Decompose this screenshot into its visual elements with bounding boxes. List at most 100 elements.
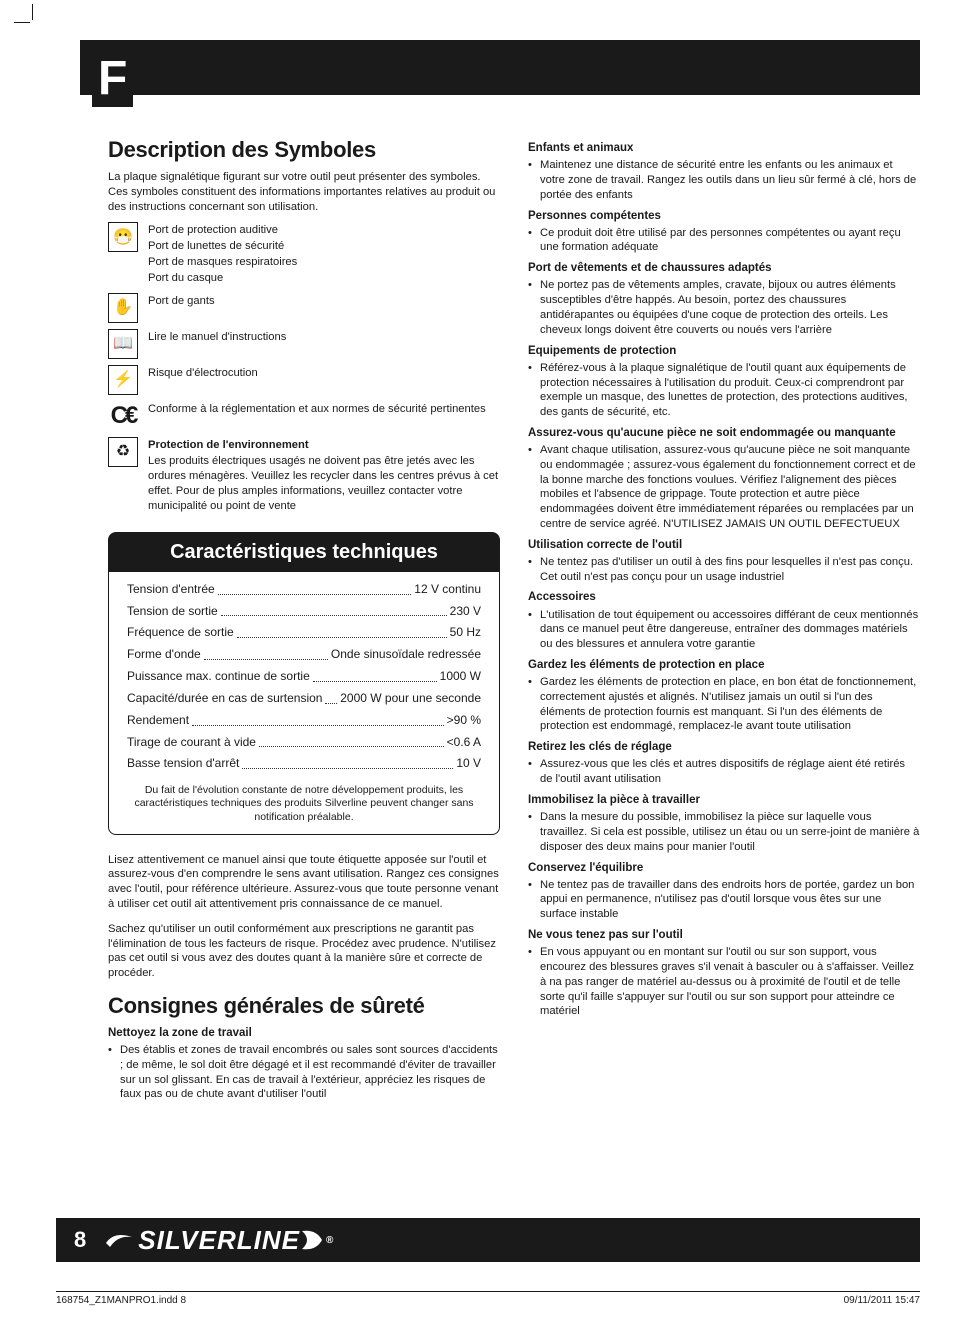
safety-subheading: Conservez l'équilibre bbox=[528, 861, 920, 876]
spec-value: 12 V continu bbox=[414, 582, 481, 598]
spec-label: Tension de sortie bbox=[127, 604, 218, 620]
safety-subheading: Immobilisez la pièce à travailler bbox=[528, 793, 920, 808]
spec-row: Tension de sortie 230 V bbox=[127, 604, 481, 620]
spec-value: >90 % bbox=[447, 713, 481, 729]
symbol-row: 😷 Port de protection auditivePort de lune… bbox=[108, 222, 500, 286]
symbol-line: Lire le manuel d'instructions bbox=[148, 330, 500, 345]
symbol-row: 📖 Lire le manuel d'instructions bbox=[108, 329, 500, 359]
spec-value: <0.6 A bbox=[447, 735, 481, 751]
safety-subheading: Gardez les éléments de protection en pla… bbox=[528, 658, 920, 673]
bullet-dot: • bbox=[528, 443, 540, 532]
spec-dots bbox=[259, 735, 444, 748]
symbol-text: Conforme à la réglementation et aux norm… bbox=[148, 401, 500, 418]
symbols-heading: Description des Symboles bbox=[108, 135, 500, 164]
spec-dots bbox=[237, 625, 447, 638]
symbol-text: Lire le manuel d'instructions bbox=[148, 329, 500, 346]
ce-icon: C€ bbox=[108, 401, 138, 431]
indd-date: 09/11/2011 15:47 bbox=[844, 1295, 920, 1306]
safety-subheading: Ne vous tenez pas sur l'outil bbox=[528, 928, 920, 943]
safety-bullet: •Ne tentez pas de travailler dans des en… bbox=[528, 878, 920, 922]
symbol-row: ✋ Port de gants bbox=[108, 293, 500, 323]
safety-bullet: •Assurez-vous que les clés et autres dis… bbox=[528, 757, 920, 787]
brand-text: SILVERLINE bbox=[138, 1225, 300, 1256]
safety-body: L'utilisation de tout équipement ou acce… bbox=[540, 608, 920, 652]
spec-row: Forme d'onde Onde sinusoïdale redressée bbox=[127, 647, 481, 663]
symbol-line: Risque d'électrocution bbox=[148, 366, 500, 381]
symbol-text: Port de gants bbox=[148, 293, 500, 310]
safety-bullet: •Gardez les éléments de protection en pl… bbox=[528, 675, 920, 734]
safety-bullet: •Ne portez pas de vêtements amples, crav… bbox=[528, 278, 920, 337]
spec-dots bbox=[221, 604, 447, 617]
symbol-text: Port de protection auditivePort de lunet… bbox=[148, 222, 500, 286]
symbol-line: Les produits électriques usagés ne doive… bbox=[148, 454, 500, 513]
safety-body: Ne portez pas de vêtements amples, crava… bbox=[540, 278, 920, 337]
spec-row: Rendement >90 % bbox=[127, 713, 481, 729]
weee-icon: ♻ bbox=[108, 437, 138, 467]
language-badge: F bbox=[92, 55, 133, 107]
bullet-dot: • bbox=[528, 158, 540, 202]
bullet-dot: • bbox=[528, 608, 540, 652]
ppe-icon: 😷 bbox=[108, 222, 138, 252]
bullet-dot: • bbox=[528, 878, 540, 922]
safety-heading: Consignes générales de sûreté bbox=[108, 991, 500, 1020]
safety-subheading: Assurez-vous qu'aucune pièce ne soit end… bbox=[528, 426, 920, 441]
top-black-bar bbox=[80, 40, 920, 95]
spec-label: Capacité/durée en cas de surtension bbox=[127, 691, 322, 707]
spec-label: Fréquence de sortie bbox=[127, 625, 234, 641]
safety-bullet: •En vous appuyant ou en montant sur l'ou… bbox=[528, 945, 920, 1019]
symbol-line: Conforme à la réglementation et aux norm… bbox=[148, 402, 500, 417]
spec-row: Tirage de courant à vide <0.6 A bbox=[127, 735, 481, 751]
spec-value: 230 V bbox=[450, 604, 481, 620]
brand-logo: SILVERLINE ® bbox=[104, 1225, 334, 1256]
safety-body: Maintenez une distance de sécurité entre… bbox=[540, 158, 920, 202]
spec-dots bbox=[313, 669, 437, 682]
safety-subheading: Retirez les clés de réglage bbox=[528, 740, 920, 755]
bullet-dot: • bbox=[528, 810, 540, 854]
safety-body: Assurez-vous que les clés et autres disp… bbox=[540, 757, 920, 787]
spec-dots bbox=[204, 647, 328, 660]
safety-body: Ne tentez pas de travailler dans des end… bbox=[540, 878, 920, 922]
gloves-icon: ✋ bbox=[108, 293, 138, 323]
shock-icon: ⚡ bbox=[108, 365, 138, 395]
safety-subheading: Nettoyez la zone de travail bbox=[108, 1026, 500, 1041]
safety-bullet: •Maintenez une distance de sécurité entr… bbox=[528, 158, 920, 202]
safety-body: Des établis et zones de travail encombré… bbox=[120, 1043, 500, 1102]
bullet-dot: • bbox=[528, 675, 540, 734]
bullet-dot: • bbox=[528, 757, 540, 787]
indd-file: 168754_Z1MANPRO1.indd 8 bbox=[56, 1295, 186, 1306]
spec-note: Du fait de l'évolution constante de notr… bbox=[109, 778, 499, 823]
symbol-line: Port de gants bbox=[148, 294, 500, 309]
spec-dots bbox=[242, 756, 453, 769]
symbol-row: ♻ Protection de l'environnementLes produi… bbox=[108, 437, 500, 515]
brand-swoosh-icon bbox=[104, 1225, 134, 1255]
spec-value: Onde sinusoïdale redressée bbox=[331, 647, 481, 663]
bullet-dot: • bbox=[528, 226, 540, 256]
safety-body: Avant chaque utilisation, assurez-vous q… bbox=[540, 443, 920, 532]
spec-label: Tension d'entrée bbox=[127, 582, 215, 598]
spec-row: Fréquence de sortie 50 Hz bbox=[127, 625, 481, 641]
safety-body: Ce produit doit être utilisé par des per… bbox=[540, 226, 920, 256]
spec-value: 50 Hz bbox=[450, 625, 481, 641]
safety-subheading: Port de vêtements et de chaussures adapt… bbox=[528, 261, 920, 276]
symbol-line: Port du casque bbox=[148, 271, 500, 286]
brand-tail-icon bbox=[302, 1227, 324, 1253]
safety-body: Référez-vous à la plaque signalétique de… bbox=[540, 361, 920, 420]
spec-dots bbox=[192, 713, 444, 726]
symbol-text: Protection de l'environnementLes produit… bbox=[148, 437, 500, 515]
bullet-dot: • bbox=[528, 945, 540, 1019]
mid-paragraph-1: Lisez attentivement ce manuel ainsi que … bbox=[108, 853, 500, 912]
symbol-line: Port de masques respiratoires bbox=[148, 255, 500, 270]
bullet-dot: • bbox=[108, 1043, 120, 1102]
safety-bullet: •Des établis et zones de travail encombr… bbox=[108, 1043, 500, 1102]
spec-row: Capacité/durée en cas de surtension 2000… bbox=[127, 691, 481, 707]
symbol-row: ⚡ Risque d'électrocution bbox=[108, 365, 500, 395]
spec-label: Rendement bbox=[127, 713, 189, 729]
safety-bullet: •Ce produit doit être utilisé par des pe… bbox=[528, 226, 920, 256]
footer-bar: 8 SILVERLINE ® bbox=[56, 1218, 920, 1262]
manual-icon: 📖 bbox=[108, 329, 138, 359]
crop-mark bbox=[20, 10, 44, 34]
spec-value: 10 V bbox=[456, 756, 481, 772]
indd-footer: 168754_Z1MANPRO1.indd 8 09/11/2011 15:47 bbox=[56, 1291, 920, 1306]
registered-mark: ® bbox=[326, 1235, 334, 1246]
safety-bullet: •Ne tentez pas d'utiliser un outil à des… bbox=[528, 555, 920, 585]
